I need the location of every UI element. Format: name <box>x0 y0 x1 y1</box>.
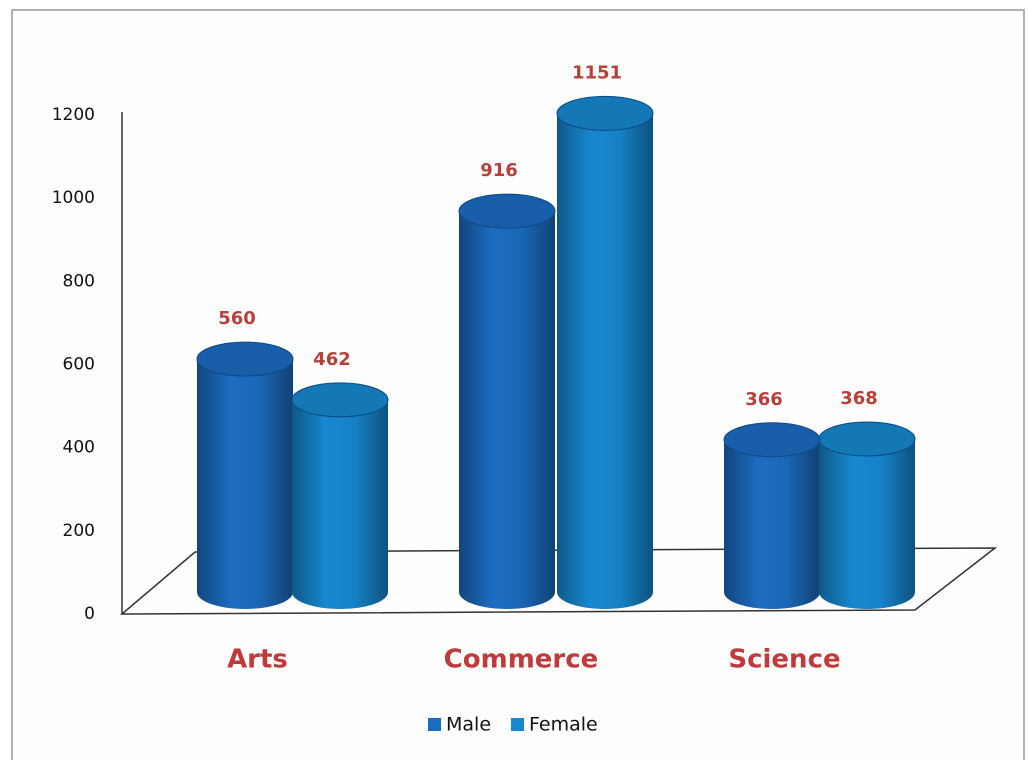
cylinder-top <box>818 421 916 457</box>
value-label: 1151 <box>572 62 622 83</box>
cylinder-top <box>196 341 294 377</box>
cylinder-top-shade <box>819 421 915 456</box>
cylinder-top-shade <box>197 342 293 377</box>
floor <box>119 547 998 615</box>
y-tick-label: 600 <box>63 355 95 375</box>
cylinder-top <box>556 95 654 131</box>
value-label: 368 <box>840 388 878 409</box>
x-tick-label: Arts <box>227 645 288 675</box>
y-tick-label: 1000 <box>52 188 95 208</box>
value-label: 560 <box>218 308 256 329</box>
cylinder-top-shade <box>724 422 820 457</box>
y-tick-label: 1200 <box>52 105 95 125</box>
value-label: 366 <box>745 389 783 410</box>
legend-swatch <box>511 718 525 731</box>
cylinder-top <box>458 193 556 229</box>
x-tick-label: Science <box>728 645 840 675</box>
legend-label: Male <box>446 714 491 736</box>
legend-swatch <box>428 718 441 731</box>
y-tick-label: 400 <box>63 438 95 458</box>
cylinder-shade <box>292 399 388 609</box>
cylinder-top-shade <box>459 194 555 229</box>
y-tick-label: 200 <box>63 521 95 541</box>
y-tick-label: 0 <box>84 604 95 624</box>
cylinder-top-shade <box>292 382 388 417</box>
cylinder-top <box>291 382 389 418</box>
cylinder-shade <box>459 211 555 609</box>
cylinder-shade <box>819 438 915 609</box>
value-label: 462 <box>313 349 351 370</box>
x-tick-label: Commerce <box>444 645 599 675</box>
y-tick-label: 800 <box>63 271 95 291</box>
cylinder-shade <box>197 359 293 609</box>
cylinder-top-shade <box>557 96 653 131</box>
cylinder-shade <box>724 439 820 609</box>
cylinder-shade <box>557 113 653 610</box>
legend-label: Female <box>529 714 598 736</box>
value-label: 916 <box>480 160 518 181</box>
